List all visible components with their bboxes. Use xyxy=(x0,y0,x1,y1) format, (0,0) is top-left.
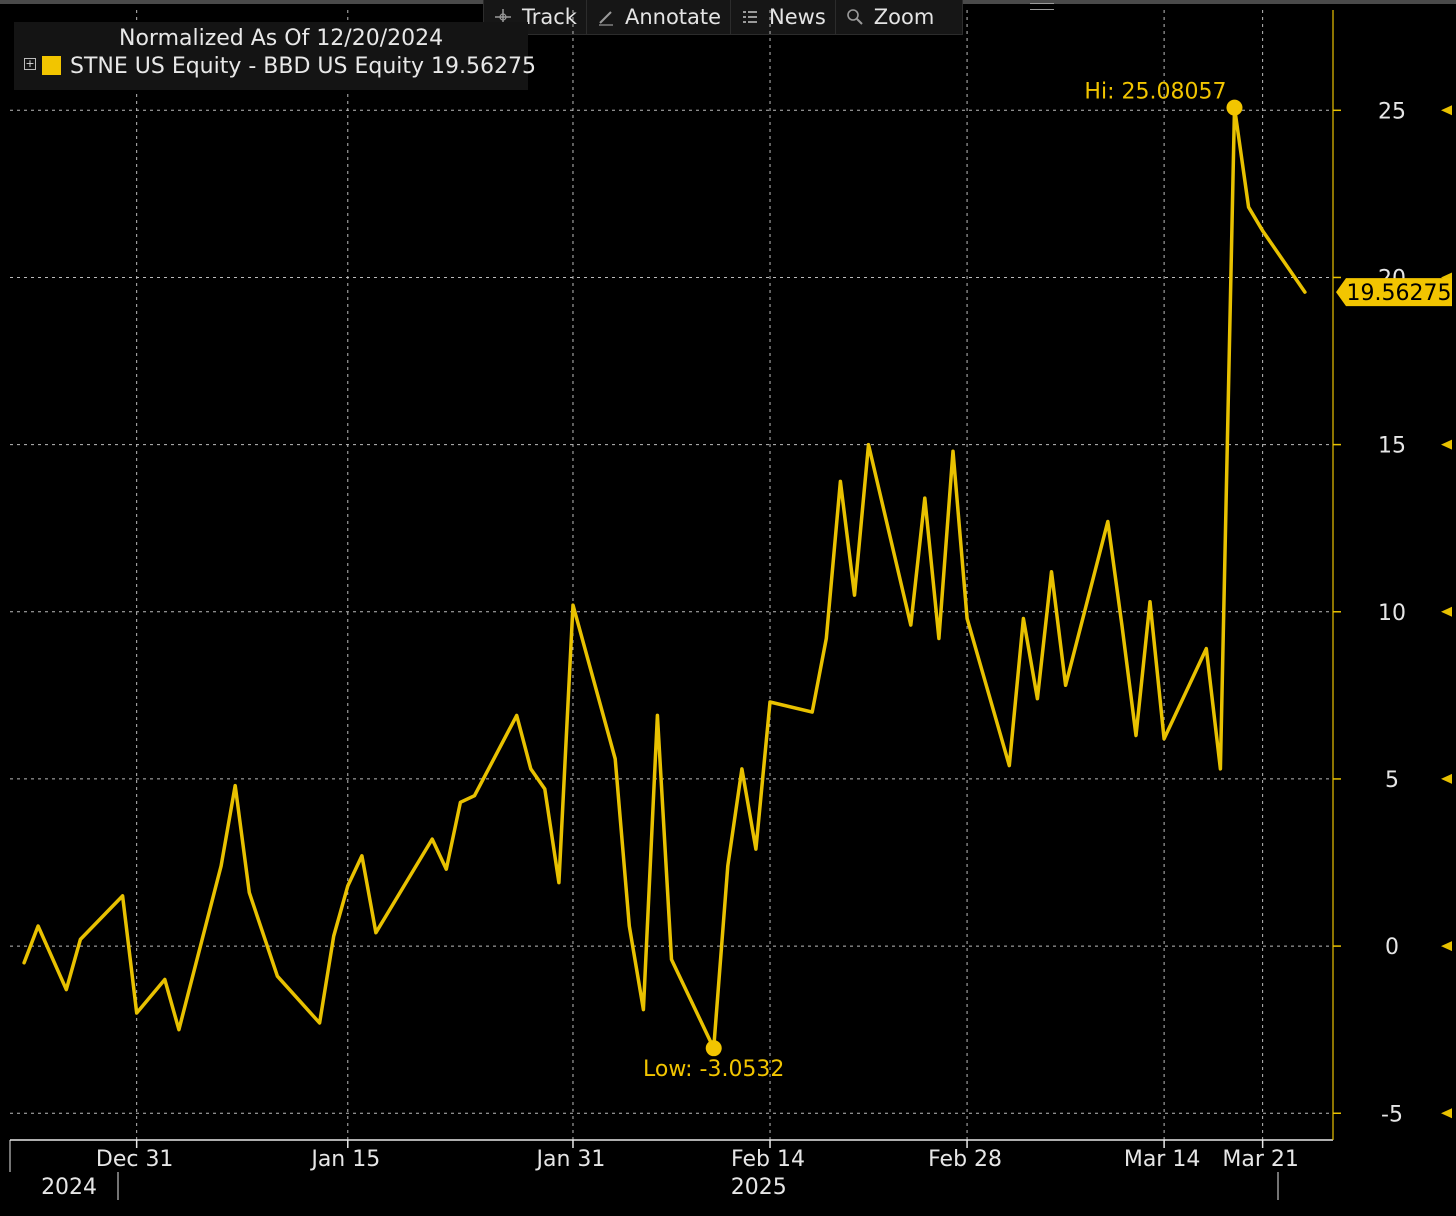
news-label: News xyxy=(769,5,826,29)
x-tick-label: Feb 28 xyxy=(928,1147,1002,1172)
y-tick-arrow xyxy=(1441,773,1452,784)
chart-toolbar: Track Annotate News Zoom xyxy=(483,0,963,35)
magnifier-icon xyxy=(846,9,863,25)
x-tick-label: Mar 21 xyxy=(1222,1147,1299,1172)
axes xyxy=(9,10,1334,1200)
legend-expand-icon[interactable]: + xyxy=(24,57,36,70)
x-axis-ticks: Dec 31 Jan 15 Jan 31 Feb 14 Feb 28 Mar 14 Mar … xyxy=(41,1140,1299,1200)
last-price-label: 19.56275 xyxy=(1347,281,1452,306)
x-tick-label: Feb 14 xyxy=(731,1147,805,1172)
last-price-badge xyxy=(1336,278,1452,307)
grid-lines xyxy=(10,10,1333,1140)
series-line xyxy=(22,105,1307,1050)
y-tick-arrow xyxy=(1441,105,1452,116)
y-tick-arrow xyxy=(1441,439,1452,450)
y-tick-arrow xyxy=(1441,606,1452,617)
annotate-label: Annotate xyxy=(624,5,722,29)
pencil-icon xyxy=(598,11,613,26)
y-tick-label: 10 xyxy=(1378,601,1406,626)
zoom-label: Zoom xyxy=(873,5,935,29)
y-tick-label: 5 xyxy=(1385,768,1399,793)
low-label: Low: -3.0532 xyxy=(643,1057,784,1082)
last-price-marker: 19.56275 xyxy=(1336,278,1452,307)
year-label: 2024 xyxy=(41,1175,97,1200)
x-tick-label: Jan 31 xyxy=(535,1147,606,1172)
low-marker xyxy=(705,1040,722,1057)
y-axis-ticks: 2520151050-5 xyxy=(1333,99,1452,1127)
y-tick-label: -5 xyxy=(1381,1102,1403,1127)
legend-series-label[interactable]: STNE US Equity - BBD US Equity 19.56275 xyxy=(70,54,537,79)
annotations: Hi: 25.08057 Low: -3.0532 xyxy=(643,80,1243,1082)
high-label: Hi: 25.08057 xyxy=(1084,80,1226,105)
year-label: 2025 xyxy=(731,1175,787,1200)
y-tick-arrow xyxy=(1441,1108,1452,1119)
y-tick-label: 0 xyxy=(1385,935,1399,960)
x-tick-label: Mar 14 xyxy=(1124,1147,1201,1172)
panel-drag-handle[interactable] xyxy=(1030,3,1054,10)
chart-legend: Normalized As Of 12/20/2024 + STNE US Eq… xyxy=(14,22,536,90)
normalized-as-of-label: Normalized As Of 12/20/2024 xyxy=(119,26,444,51)
annotate-button[interactable]: Annotate xyxy=(587,0,732,34)
track-label: Track xyxy=(522,5,577,29)
y-tick-label: 25 xyxy=(1378,99,1406,124)
x-tick-label: Dec 31 xyxy=(96,1147,174,1172)
news-list-icon xyxy=(743,11,758,23)
track-button[interactable]: Track xyxy=(484,0,587,34)
zoom-button[interactable]: Zoom xyxy=(836,0,944,34)
news-button[interactable]: News xyxy=(731,0,836,34)
x-tick-label: Jan 15 xyxy=(309,1147,380,1172)
y-tick-arrow xyxy=(1441,941,1452,952)
high-marker xyxy=(1226,99,1243,116)
y-tick-label: 15 xyxy=(1378,434,1406,459)
legend-swatch xyxy=(42,56,61,75)
